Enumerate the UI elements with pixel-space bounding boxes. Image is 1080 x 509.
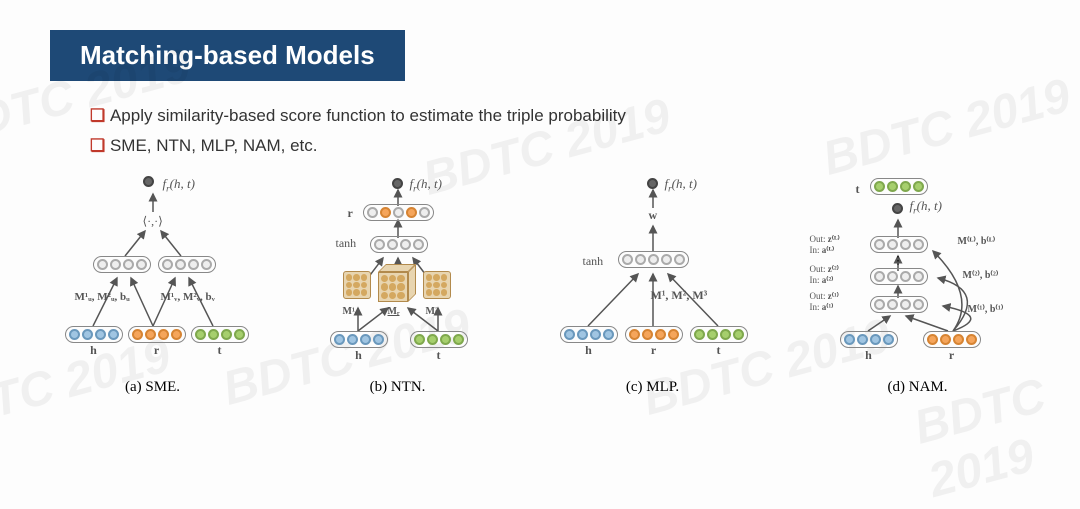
r-vec: [128, 326, 186, 343]
mr-label: Mᵣ: [388, 306, 400, 317]
tanh-vec: [370, 236, 428, 253]
r-vec: [625, 326, 683, 343]
diagram-row: fr(h, t) ⟨·,·⟩ M¹ᵤ, M²ᵤ, bᵤ M¹ᵥ, M²ᵥ, bᵥ…: [0, 176, 1080, 396]
caption-nam: (d) NAM.: [888, 379, 948, 396]
matrix-m1r: [343, 271, 371, 299]
t-label: t: [437, 348, 441, 363]
layer-2-m: M⁽²⁾, b⁽²⁾: [963, 270, 999, 281]
caption-mlp: (c) MLP.: [626, 379, 679, 396]
hidden-left: [93, 256, 151, 273]
bullet-list: Apply similarity-based score function to…: [90, 106, 1080, 156]
t-label: t: [856, 182, 860, 197]
panel-nam: t fr(h, t) Out: z⁽ᴸ⁾In: a⁽ᴸ⁾ M⁽ᴸ⁾, b⁽ᴸ⁾ …: [798, 176, 1038, 396]
h-vec: [560, 326, 618, 343]
r-vec: [923, 331, 981, 348]
t-vec: [870, 178, 928, 195]
score-label: fr(h, t): [410, 176, 442, 194]
tanh-label: tanh: [583, 254, 604, 269]
w-label: w: [649, 208, 658, 223]
panel-mlp: fr(h, t) w tanh M¹, M², M³ h r t (c) MLP…: [533, 176, 773, 396]
r-out: [363, 204, 434, 221]
bullet-item: SME, NTN, MLP, NAM, etc.: [90, 136, 1080, 156]
matrix-m2r: [423, 271, 451, 299]
score-label: fr(h, t): [910, 198, 942, 216]
bullet-item: Apply similarity-based score function to…: [90, 106, 1080, 126]
caption-ntn: (b) NTN.: [370, 379, 426, 396]
t-label: t: [218, 343, 222, 358]
m1r-label: M¹ᵣ: [343, 306, 358, 317]
h-label: h: [355, 348, 362, 363]
tensor-mr: [378, 264, 416, 302]
panel-ntn: fr(h, t) r tanh M¹ᵣ Mᵣ M²ᵣ h t: [288, 176, 508, 396]
h-vec: [65, 326, 123, 343]
slide-title: Matching-based Models: [50, 30, 405, 81]
hidden-right: [158, 256, 216, 273]
tanh-label: tanh: [336, 236, 357, 251]
r-label: r: [154, 343, 159, 358]
hidden: [618, 251, 689, 268]
panel-sme: fr(h, t) ⟨·,·⟩ M¹ᵤ, M²ᵤ, bᵤ M¹ᵥ, M²ᵥ, bᵥ…: [43, 176, 263, 396]
r-label: r: [348, 206, 353, 221]
layer-L: [870, 236, 928, 253]
layer-L-io: Out: z⁽ᴸ⁾In: a⁽ᴸ⁾: [810, 234, 840, 256]
layer-1-io: Out: z⁽¹⁾In: a⁽¹⁾: [810, 291, 839, 313]
h-label: h: [585, 343, 592, 358]
m2r-label: M²ᵣ: [426, 306, 441, 317]
h-label: h: [865, 348, 872, 363]
h-vec: [330, 331, 388, 348]
r-label: r: [651, 343, 656, 358]
output-node: [143, 176, 154, 187]
t-label: t: [717, 343, 721, 358]
output-node: [892, 203, 903, 214]
output-node: [647, 178, 658, 189]
r-label: r: [949, 348, 954, 363]
t-vec: [191, 326, 249, 343]
layer-L-m: M⁽ᴸ⁾, b⁽ᴸ⁾: [958, 236, 996, 247]
t-vec: [410, 331, 468, 348]
score-label: fr(h, t): [665, 176, 697, 194]
output-node: [392, 178, 403, 189]
layer-2-io: Out: z⁽²⁾In: a⁽²⁾: [810, 264, 839, 286]
t-vec: [690, 326, 748, 343]
score-label: fr(h, t): [163, 176, 195, 194]
sme-left-label: M¹ᵤ, M²ᵤ, bᵤ: [75, 291, 130, 303]
dot-label: ⟨·,·⟩: [143, 214, 163, 229]
layer-1-m: M⁽¹⁾, b⁽¹⁾: [968, 304, 1004, 315]
layer-1: [870, 296, 928, 313]
mat-label: M¹, M², M³: [651, 288, 708, 303]
layer-2: [870, 268, 928, 285]
h-vec: [840, 331, 898, 348]
caption-sme: (a) SME.: [125, 379, 180, 396]
h-label: h: [90, 343, 97, 358]
sme-right-label: M¹ᵥ, M²ᵥ, bᵥ: [161, 291, 215, 303]
